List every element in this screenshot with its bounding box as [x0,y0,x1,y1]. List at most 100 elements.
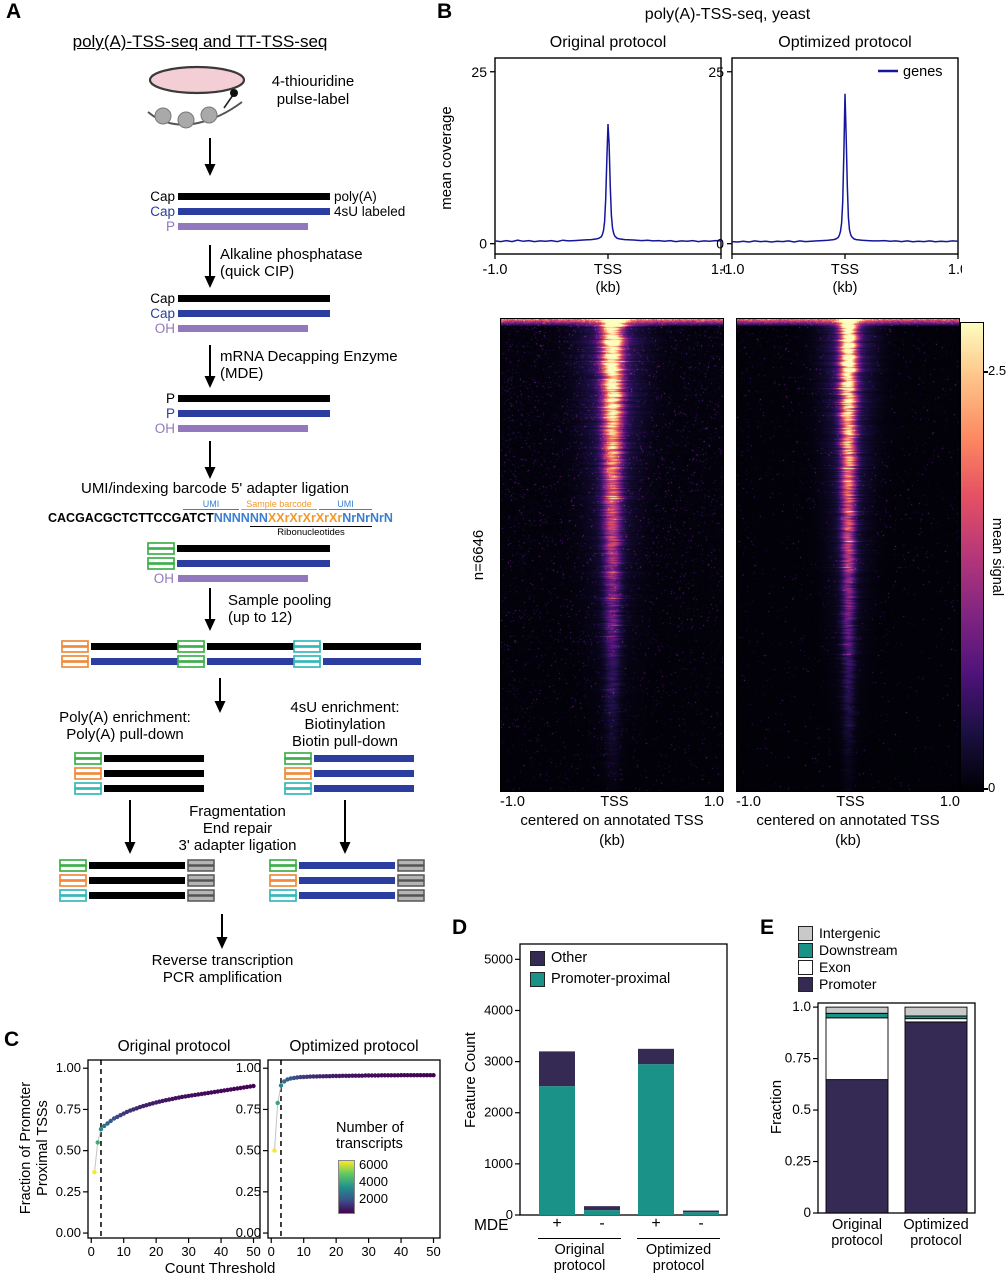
coverage-plot-optimized: 25 0 -1.0 TSS 1.0 (kb) genes [708,57,962,296]
svg-text:25: 25 [471,64,487,80]
group-optimized: Optimized protocol [637,1242,720,1274]
svg-text:5000: 5000 [484,951,513,966]
group-original: Original protocol [538,1242,621,1274]
xtick: 1.0 [703,794,724,810]
exon-label: Exon [819,959,851,975]
svg-text:TSS: TSS [831,262,859,278]
svg-text:-1.0: -1.0 [483,262,508,278]
colorbar-tick [983,371,988,373]
svg-text:20: 20 [149,1244,163,1259]
svg-text:4000: 4000 [484,1002,513,1017]
svg-text:0.00: 0.00 [236,1225,261,1240]
cat-original: Original protocol [818,1217,896,1249]
umi-label: UMI [319,499,372,511]
sample-barcode-label: Sample barcode [241,499,317,511]
cip-step-line2: (quick CIP) [220,263,295,280]
svg-text:40: 40 [394,1244,408,1259]
arrow-down-icon [124,138,351,949]
legend-promoter-proximal: Promoter-proximal [530,971,670,987]
panel-b-title: poly(A)-TSS-seq, yeast [644,6,811,23]
mde-minus: - [698,1215,704,1232]
umi-seq: NNNNNN [213,511,268,525]
heatmap1-xlabel: centered on annotated TSS [520,812,704,829]
scatter-plot-optimized: 1.00 0.75 0.50 0.25 0.00 0 10 20 30 40 50 [236,1059,441,1259]
svg-text:(kb): (kb) [596,280,621,296]
cat-original-line1: Original [832,1217,882,1233]
final-step-line2: PCR amplification [162,969,283,986]
cip-step-line1: Alkaline phosphatase [220,246,363,263]
subtitle-original: Original protocol [549,34,667,51]
colorbar-label: mean signal [989,517,1005,597]
petri-dish-icon [148,65,246,95]
heatmap2-xticks: -1.0 TSS 1.0 [736,794,960,810]
svg-text:50: 50 [426,1244,440,1259]
svg-text:2000: 2000 [484,1105,513,1120]
svg-text:30: 30 [361,1244,375,1259]
svg-text:0.75: 0.75 [56,1101,81,1116]
group-original-line2: protocol [553,1258,606,1275]
final-step-line1: Reverse transcription [151,952,294,969]
svg-text:0: 0 [88,1244,95,1259]
oh-label: OH [153,571,174,586]
intergenic-swatch [798,925,813,941]
cat-optimized-line1: Optimized [903,1217,969,1233]
fourSU-branch-line3: Biotin pull-down [292,733,398,750]
svg-text:1000: 1000 [484,1156,513,1171]
heatmap2-xunit: (kb) [835,832,861,849]
heatmap-n-label: n=6646 [470,529,487,581]
ligation-step-title: UMI/indexing barcode 5' adapter ligation [80,480,350,497]
xtick: -1.0 [500,794,525,810]
panel-c-label: C [4,1028,20,1051]
legend-other: Other [530,950,587,966]
svg-text:0: 0 [803,1205,811,1220]
adapter-dna-seq: CACGACGCTCTTCCGATCT [48,511,214,525]
umi2-seq: NrNrNrN [342,511,393,525]
svg-text:40: 40 [214,1244,228,1259]
xtick: TSS [600,794,629,810]
barcode-seq: XXrXrXrXrXr [267,511,343,525]
exon-swatch [798,959,813,975]
coverage-plot-original: 25 0 -1.0 TSS 1.0 (kb) [471,57,725,296]
xtick: 1.0 [939,794,960,810]
svg-text:0: 0 [479,236,487,252]
heatmap1-xticks: -1.0 TSS 1.0 [500,794,724,810]
colorbar-tick-label: 0 [988,780,996,795]
legend-promoter: Promoter [798,976,877,992]
polya-label: poly(A) [334,189,377,204]
cap-label: Cap [150,189,175,204]
coverage-ylabel: mean coverage [438,106,455,210]
featurecount-ylabel: Feature Count [462,1032,479,1128]
oh-label: OH [154,421,175,436]
frag-step-line1: Fragmentation [189,803,286,820]
fraction-chart: 1.0 0.75 0.5 0.25 0 [785,999,976,1220]
svg-text:genes: genes [903,64,943,80]
group-optimized-line1: Optimized [645,1242,712,1258]
legend-downstream: Downstream [798,942,898,958]
legend-tick: 2000 [359,1191,388,1206]
svg-text:1.0: 1.0 [711,262,725,278]
downstream-label: Downstream [819,942,898,958]
svg-text:0.25: 0.25 [236,1184,261,1199]
frag-step-line2: End repair [202,820,273,837]
xtick: -1.0 [736,794,761,810]
viridis-gradient [338,1160,355,1214]
svg-text:-1.0: -1.0 [720,262,745,278]
svg-text:1.0: 1.0 [792,999,811,1014]
svg-text:0: 0 [268,1244,275,1259]
panel-a-title: poly(A)-TSS-seq and TT-TSS-seq [72,32,328,51]
scatter-plot-original: 1.00 0.75 0.50 0.25 0.00 0 10 20 30 40 50 [56,1059,261,1259]
legend-exon: Exon [798,959,851,975]
svg-text:10: 10 [296,1244,310,1259]
ribonucleotides-label: Ribonucleotides [250,526,372,539]
p-label: P [165,391,175,406]
feature-count-chart: 0 1000 2000 3000 4000 5000 [484,943,728,1222]
heatmap-optimized [736,318,960,792]
fourSU-branch-line2: Biotinylation [304,716,386,733]
heatmap2-xlabel: centered on annotated TSS [756,812,940,829]
oh-label: OH [154,321,175,336]
umi-label: UMI [183,499,239,511]
adapter-sequence: CACGACGCTCTTCCGATCTNNNNNNXXrXrXrXrXrNrNr… [48,511,393,525]
xtick: TSS [836,794,865,810]
cat-optimized: Optimized protocol [897,1217,975,1249]
